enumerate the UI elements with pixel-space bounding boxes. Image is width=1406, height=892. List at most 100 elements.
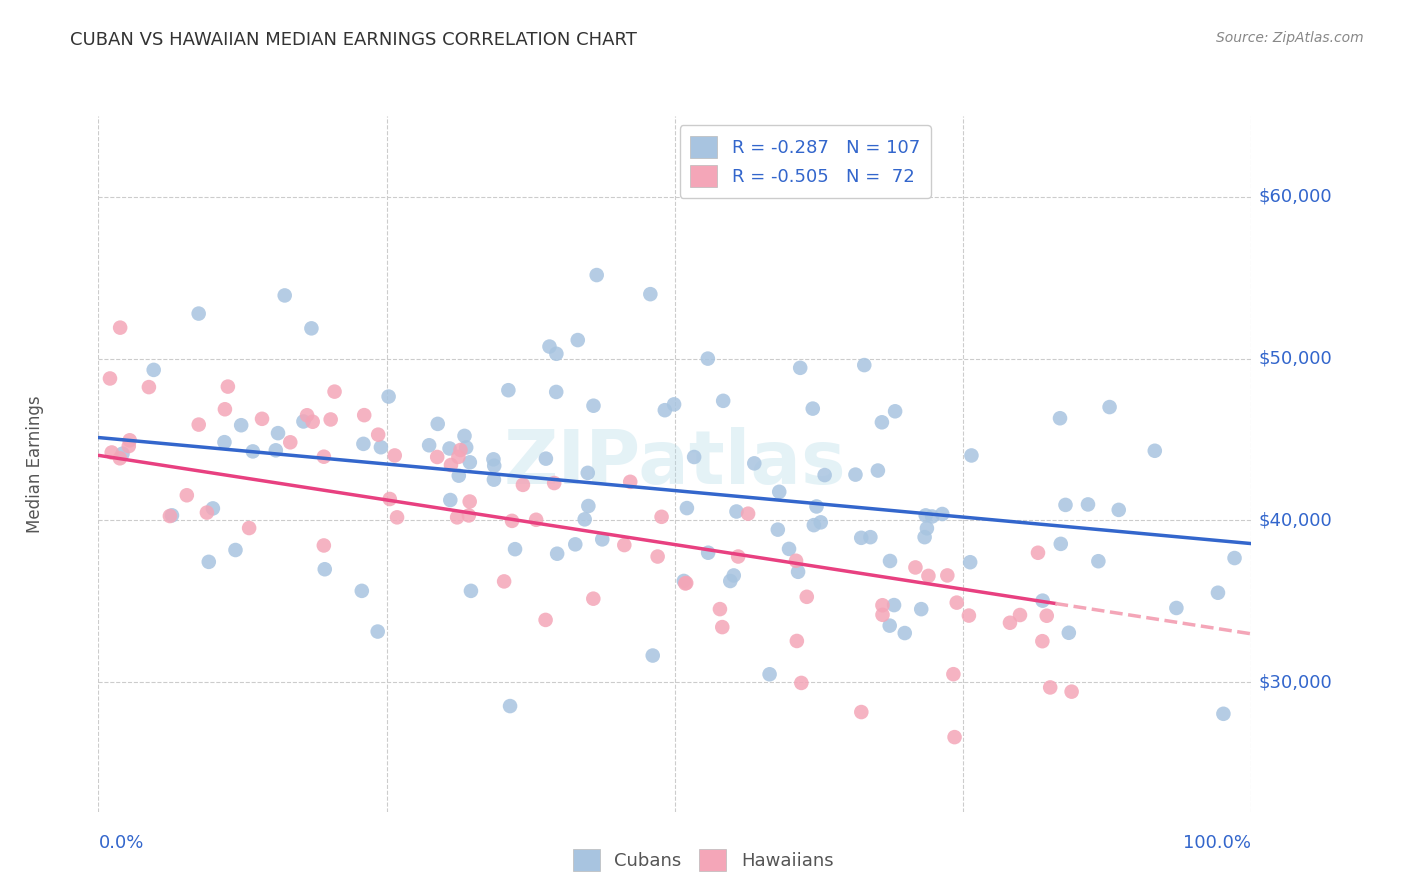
- Point: [1057, 625, 1080, 640]
- Point: [1108, 503, 1130, 517]
- Point: [790, 676, 813, 690]
- Point: [201, 501, 224, 516]
- Text: CUBAN VS HAWAIIAN MEDIAN EARNINGS CORRELATION CHART: CUBAN VS HAWAIIAN MEDIAN EARNINGS CORREL…: [70, 31, 637, 49]
- Point: [778, 541, 800, 556]
- Point: [851, 705, 873, 719]
- Point: [494, 574, 516, 589]
- Point: [498, 383, 520, 397]
- Point: [619, 475, 641, 489]
- Point: [921, 509, 943, 524]
- Point: [647, 549, 669, 564]
- Point: [1031, 634, 1053, 648]
- Point: [872, 607, 894, 622]
- Point: [546, 547, 568, 561]
- Point: [314, 562, 336, 576]
- Point: [460, 583, 482, 598]
- Point: [676, 501, 699, 516]
- Point: [267, 426, 290, 441]
- Point: [697, 546, 720, 560]
- Point: [727, 549, 749, 564]
- Point: [524, 513, 547, 527]
- Point: [709, 602, 731, 616]
- Point: [786, 634, 808, 648]
- Point: [214, 402, 236, 417]
- Point: [872, 599, 894, 613]
- Point: [197, 555, 219, 569]
- Point: [768, 484, 790, 499]
- Point: [1166, 601, 1188, 615]
- Point: [814, 468, 837, 483]
- Point: [959, 555, 981, 569]
- Point: [1008, 607, 1031, 622]
- Point: [662, 397, 685, 411]
- Point: [810, 516, 832, 530]
- Point: [910, 602, 932, 616]
- Point: [138, 380, 160, 394]
- Text: $60,000: $60,000: [1258, 188, 1331, 206]
- Point: [641, 648, 664, 663]
- Point: [853, 358, 876, 372]
- Point: [576, 499, 599, 513]
- Point: [385, 510, 408, 524]
- Point: [301, 415, 323, 429]
- Point: [567, 333, 589, 347]
- Point: [187, 417, 209, 432]
- Point: [439, 442, 461, 456]
- Point: [453, 429, 475, 443]
- Point: [943, 730, 966, 744]
- Point: [737, 507, 759, 521]
- Point: [418, 438, 440, 452]
- Point: [142, 363, 165, 377]
- Point: [672, 574, 695, 588]
- Point: [683, 450, 706, 464]
- Point: [312, 450, 335, 464]
- Point: [231, 418, 253, 433]
- Point: [574, 512, 596, 526]
- Text: 100.0%: 100.0%: [1184, 834, 1251, 852]
- Point: [582, 399, 605, 413]
- Point: [1049, 411, 1071, 425]
- Point: [675, 576, 697, 591]
- Point: [866, 464, 889, 478]
- Point: [217, 379, 239, 393]
- Point: [108, 320, 131, 334]
- Point: [512, 478, 534, 492]
- Point: [851, 531, 873, 545]
- Point: [1212, 706, 1234, 721]
- Point: [503, 542, 526, 557]
- Point: [384, 449, 406, 463]
- Point: [538, 340, 561, 354]
- Point: [945, 596, 967, 610]
- Text: Median Earnings: Median Earnings: [27, 395, 44, 533]
- Point: [482, 452, 505, 467]
- Point: [1087, 554, 1109, 568]
- Point: [742, 456, 765, 470]
- Point: [273, 288, 295, 302]
- Point: [456, 441, 478, 455]
- Point: [160, 508, 183, 523]
- Point: [942, 667, 965, 681]
- Point: [883, 598, 905, 612]
- Point: [299, 321, 322, 335]
- Point: [806, 500, 828, 514]
- Point: [711, 393, 734, 408]
- Point: [915, 521, 938, 535]
- Point: [426, 450, 449, 464]
- Point: [98, 371, 121, 385]
- Point: [378, 491, 401, 506]
- Point: [1060, 684, 1083, 698]
- Point: [484, 458, 506, 473]
- Point: [482, 473, 505, 487]
- Point: [108, 451, 131, 466]
- Point: [458, 494, 481, 508]
- Point: [789, 360, 811, 375]
- Point: [501, 514, 523, 528]
- Point: [450, 442, 472, 457]
- Point: [723, 568, 745, 582]
- Point: [264, 443, 287, 458]
- Point: [238, 521, 260, 535]
- Point: [1039, 681, 1062, 695]
- Point: [879, 618, 901, 632]
- Point: [352, 437, 374, 451]
- Point: [654, 403, 676, 417]
